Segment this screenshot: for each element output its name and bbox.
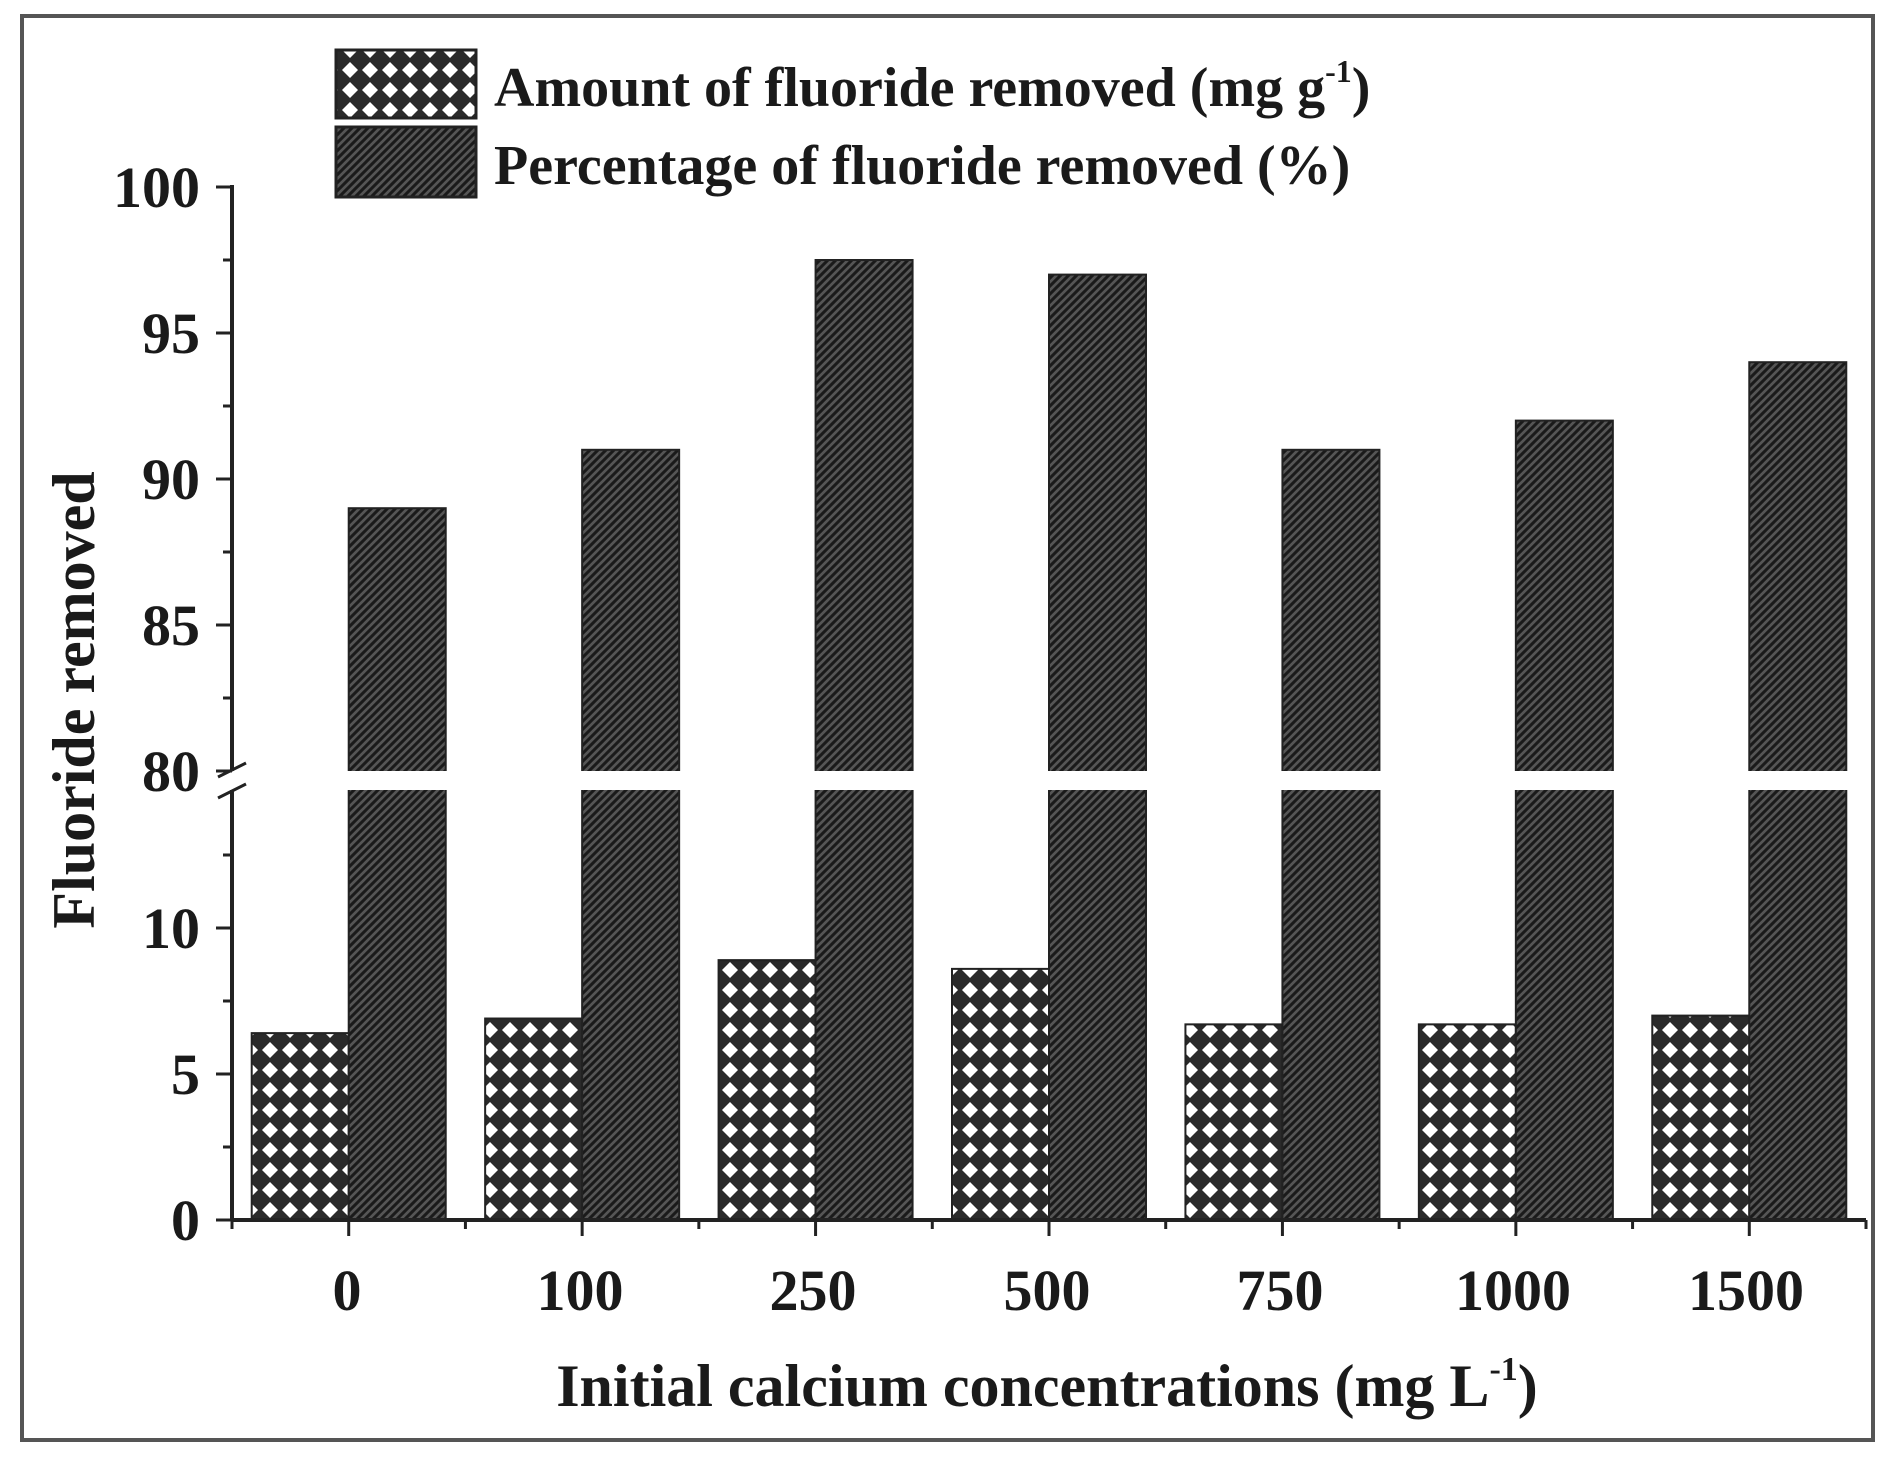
x-tick-labels: 0 100 250 500 750 1000 1500 — [333, 1258, 1805, 1323]
legend-label-amount: Amount of fluoride removed (mg g-1) — [494, 53, 1370, 119]
y-axis-title: Fluoride removed — [41, 471, 107, 928]
y-tick-label-5: 5 — [171, 1042, 200, 1107]
axis-break-gap — [234, 771, 1868, 790]
bar-percentage-500 — [1048, 273, 1147, 1222]
bar-percentage-750 — [1281, 448, 1381, 1221]
x-tick-label: 250 — [770, 1258, 857, 1323]
bar-amount-1500 — [1651, 1014, 1751, 1221]
y-tick-labels: 0 5 10 80 85 90 95 100 — [113, 155, 200, 1253]
bar-amount-100 — [484, 1017, 584, 1222]
x-tick-label: 1500 — [1688, 1258, 1804, 1323]
y-tick-label-90: 90 — [142, 447, 200, 512]
bar-percentage-100 — [581, 448, 681, 1221]
legend: Amount of fluoride removed (mg g-1) Perc… — [334, 48, 1370, 199]
bars — [250, 259, 1848, 1222]
bar-amount-0 — [250, 1032, 350, 1221]
legend-label-percentage: Percentage of fluoride removed (%) — [494, 135, 1350, 197]
y-tick-label-95: 95 — [142, 301, 200, 366]
axes — [216, 185, 1868, 1236]
bar-amount-1000 — [1417, 1023, 1517, 1221]
x-tick-label: 750 — [1237, 1258, 1324, 1323]
bar-percentage-0 — [347, 507, 447, 1221]
y-tick-label-85: 85 — [142, 593, 200, 658]
bar-amount-500 — [951, 967, 1050, 1221]
y-tick-label-80: 80 — [142, 739, 200, 804]
x-tick-label: 0 — [333, 1258, 362, 1323]
y-tick-label-10: 10 — [142, 896, 200, 961]
legend-swatch-amount — [334, 48, 478, 120]
bar-amount-750 — [1184, 1023, 1284, 1221]
bar-percentage-250 — [814, 259, 914, 1221]
bar-amount-250 — [717, 959, 817, 1221]
bar-percentage-1000 — [1514, 419, 1614, 1222]
axis-break-mark — [217, 782, 247, 800]
y-tick-label-100: 100 — [113, 155, 200, 220]
axis-break-band — [234, 771, 1868, 790]
legend-swatch-percentage — [334, 125, 478, 199]
x-tick-label: 500 — [1004, 1258, 1091, 1323]
x-tick-label: 100 — [537, 1258, 624, 1323]
y-tick-label-0: 0 — [171, 1188, 200, 1253]
bar-percentage-1500 — [1748, 361, 1848, 1221]
x-axis-title: Initial calcium concentrations (mg L-1) — [556, 1351, 1538, 1419]
figure-frame — [20, 14, 1875, 1442]
x-tick-label: 1000 — [1455, 1258, 1571, 1323]
